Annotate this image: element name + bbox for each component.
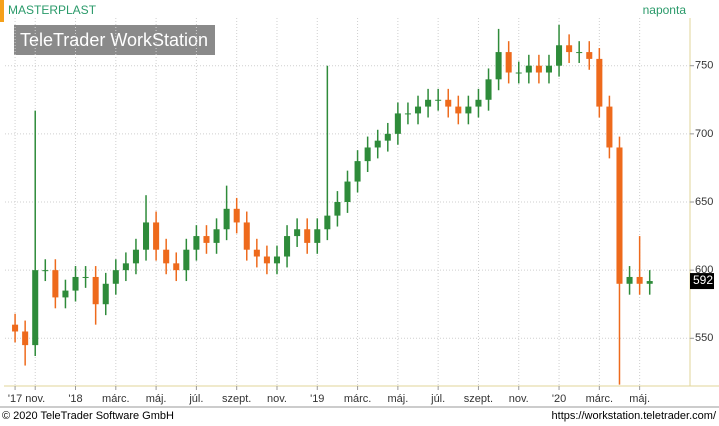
candle-body [32, 270, 39, 346]
candle-body [364, 147, 371, 162]
candle-body [233, 208, 240, 223]
x-tick-label: nov. [509, 393, 529, 405]
candle-body [163, 249, 170, 264]
candle-body [153, 222, 160, 250]
candle-body [253, 249, 260, 257]
candle-body [334, 202, 341, 216]
candle-body [485, 79, 492, 100]
candle-body [344, 181, 351, 202]
candle-body [314, 229, 321, 243]
candle-body [203, 236, 210, 243]
candle-body [112, 270, 119, 284]
title-marker [0, 0, 4, 22]
candle-body [576, 52, 583, 54]
candle-body [566, 45, 573, 53]
candle-body [213, 229, 220, 243]
x-tick-label: márc. [344, 393, 372, 405]
candle-body [505, 52, 512, 73]
candle-body [414, 106, 422, 114]
candle-body [122, 263, 129, 271]
x-tick-label: márc. [586, 393, 614, 405]
x-tick-label: márc. [102, 393, 130, 405]
candle-body [92, 276, 99, 305]
y-tick-label: 550 [695, 332, 713, 344]
candle-body [173, 263, 180, 271]
candle-body [143, 222, 150, 250]
candle-body [304, 229, 311, 243]
candle-body [465, 106, 472, 114]
candle-body [82, 276, 89, 278]
x-tick-label: '18 [68, 393, 82, 405]
x-tick-label: '19 [310, 393, 324, 405]
x-tick-label: nov. [267, 393, 287, 405]
candle-body [102, 283, 109, 305]
candle-body [62, 290, 69, 298]
candle-body [626, 276, 633, 284]
copyright: © 2020 TeleTrader Software GmbH [2, 410, 174, 422]
candle-body [455, 106, 462, 114]
candle-body [525, 65, 532, 73]
candle-body [475, 99, 482, 107]
candle-body [596, 58, 603, 107]
candle-body [324, 215, 331, 230]
candle-body [556, 45, 563, 66]
x-tick-label: szept. [222, 393, 251, 405]
candle-body [374, 140, 381, 148]
last-price-label: 592 [693, 273, 713, 287]
candle-body [42, 270, 49, 272]
candle-body [515, 72, 522, 74]
candle-body [294, 229, 301, 237]
x-tick-label: júl. [188, 393, 203, 405]
candle-body [384, 133, 391, 141]
candle-body [132, 249, 139, 264]
watermark: TeleTrader WorkStation [20, 30, 208, 50]
x-tick-label: '20 [552, 393, 566, 405]
candle-body [52, 270, 59, 298]
candle-body [263, 256, 270, 264]
candle-body [425, 99, 432, 107]
candle-body [545, 65, 552, 73]
x-tick-label: júl. [430, 393, 445, 405]
last-price-box [690, 273, 714, 290]
y-tick-label: 650 [695, 196, 713, 208]
candle-body [404, 113, 411, 115]
candle-body [72, 276, 79, 291]
chart-title: MASTERPLAST [8, 3, 97, 17]
candle-body [243, 222, 250, 250]
source-url: https://workstation.teletrader.com/ [552, 410, 717, 422]
x-tick-label: máj. [387, 393, 408, 405]
x-tick-label: '17 [8, 393, 22, 405]
candle-body [223, 208, 230, 230]
watermark-box [14, 25, 215, 55]
candle-body [495, 52, 502, 80]
interval-label: naponta [643, 3, 687, 17]
candle-body [22, 331, 29, 346]
candle-body [606, 106, 613, 148]
candle-body [273, 256, 281, 264]
candle-body [636, 276, 643, 284]
x-tick-label: nov. [25, 393, 45, 405]
candle-body [12, 324, 19, 332]
candle-body [183, 249, 190, 271]
candle-body [616, 147, 623, 284]
x-tick-label: máj. [146, 393, 167, 405]
candle-body [445, 99, 452, 107]
y-tick-label: 750 [695, 60, 713, 72]
y-tick-label: 700 [695, 128, 713, 140]
candle-body [394, 113, 401, 134]
x-tick-label: máj. [629, 393, 650, 405]
candle-body [646, 281, 653, 284]
candle-body [435, 99, 442, 101]
candle-body [193, 236, 200, 250]
candle-body [354, 161, 361, 182]
x-tick-label: szept. [464, 393, 493, 405]
candle-body [586, 52, 593, 59]
candle-body [535, 65, 542, 73]
candle-body [284, 236, 291, 257]
